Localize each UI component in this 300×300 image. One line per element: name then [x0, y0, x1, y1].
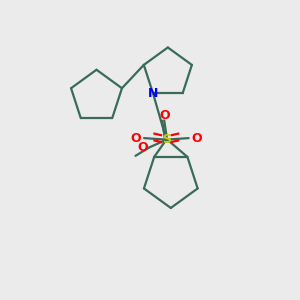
- Text: S: S: [162, 133, 171, 146]
- Text: O: O: [159, 109, 169, 122]
- Text: O: O: [138, 141, 148, 154]
- Text: N: N: [148, 87, 158, 100]
- Text: O: O: [192, 132, 202, 145]
- Text: O: O: [130, 132, 141, 145]
